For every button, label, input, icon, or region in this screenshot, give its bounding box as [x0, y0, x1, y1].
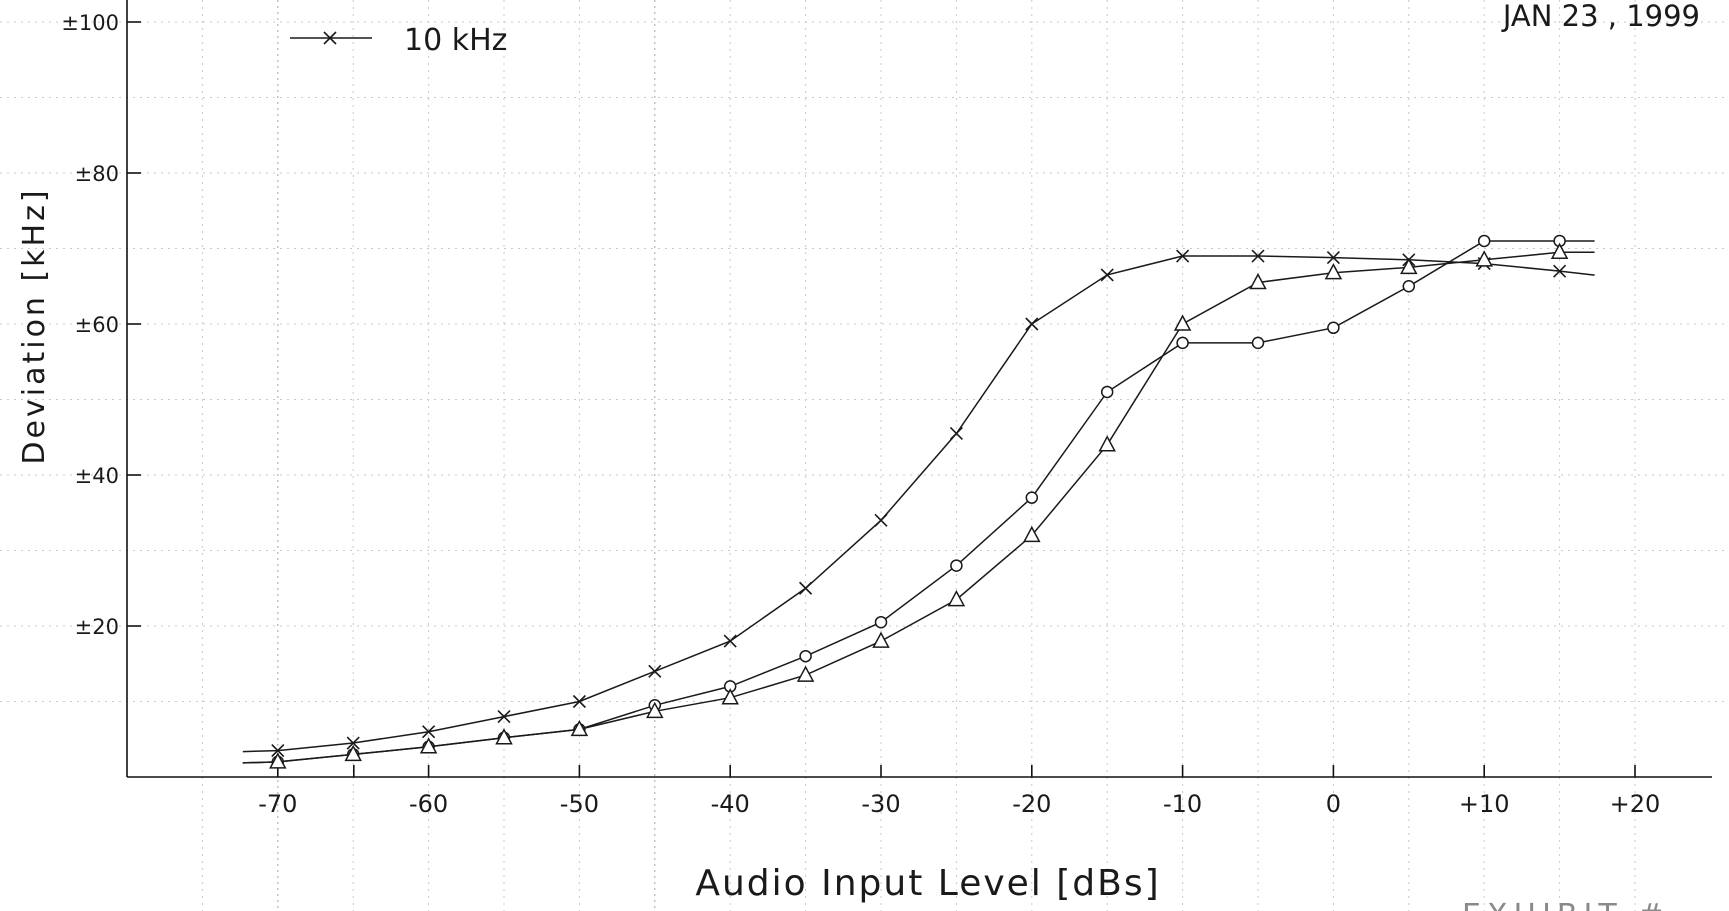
data-point-triangle-marker [1324, 263, 1343, 280]
data-point-triangle-marker [1400, 257, 1418, 275]
marker-stroke [572, 694, 586, 709]
data-point-circle-marker [1402, 280, 1416, 293]
data-point-triangle-marker [269, 752, 287, 769]
y-tick-label: ±100 [61, 11, 119, 35]
x-tick-label: -40 [711, 790, 750, 818]
data-point-triangle-marker [947, 589, 966, 607]
data-point-x-marker [1100, 268, 1114, 282]
data-point-x-marker [648, 664, 662, 678]
marker-stroke [497, 710, 511, 724]
x-tick-label: -60 [409, 790, 448, 818]
marker-stroke [271, 744, 285, 758]
data-point-circle-marker [1477, 234, 1491, 248]
data-point-triangle-marker [570, 719, 589, 737]
data-point-circle-marker [1025, 491, 1039, 504]
data-point-triangle-marker [1475, 250, 1493, 267]
x-tick-label: 0 [1326, 790, 1341, 818]
data-point-x-marker [422, 725, 436, 739]
marker-stroke [1025, 317, 1039, 331]
data-point-triangle-marker [344, 744, 362, 762]
data-point-triangle-marker [419, 737, 438, 754]
y-tick-label: ±80 [75, 162, 119, 186]
marker-stroke [799, 581, 813, 595]
y-tick-label: ±60 [75, 313, 119, 337]
data-point-triangle-marker [1098, 435, 1116, 452]
data-point-circle-marker [1176, 336, 1189, 350]
series-line [242, 240, 1595, 764]
data-point-circle-marker [950, 559, 963, 572]
marker-stroke [648, 664, 662, 678]
y-tick-label: ±20 [75, 615, 119, 639]
data-point-triangle-marker [796, 665, 815, 682]
legend: 10 kHz [290, 23, 507, 58]
date-text: JAN 23 , 1999 [1501, 0, 1700, 33]
data-point-x-marker [723, 634, 737, 648]
data-point-circle-marker [874, 615, 888, 629]
data-point-circle-marker [1251, 336, 1265, 350]
data-point-x-marker [799, 581, 813, 595]
data-point-triangle-marker [872, 631, 890, 648]
exhibit-stamp: EXHIBIT # [1462, 898, 1669, 911]
ticks: -70 -60 -50 -40 -30 -20 -10 0 +10 +20 ±20 ±40 ±60 ±80… [61, 11, 1660, 818]
marker-stroke [346, 736, 360, 750]
x-tick-label: -30 [861, 790, 900, 818]
data-point-x-marker [271, 744, 285, 758]
x-tick-label: -50 [560, 790, 599, 818]
data-point-x-marker [1176, 249, 1190, 263]
data-point-circle-marker [1327, 321, 1340, 335]
data-point-triangle-marker [1023, 525, 1041, 543]
marker-stroke [723, 634, 737, 648]
data-point-x-marker [497, 710, 511, 724]
legend-x-marker [323, 31, 337, 45]
legend-label: 10 kHz [404, 23, 507, 58]
data-point-triangle-marker [1249, 272, 1267, 290]
data-point-circle-marker [1100, 385, 1114, 399]
marker-stroke [1100, 268, 1114, 282]
y-tick-label: ±40 [75, 464, 119, 488]
series-line [242, 255, 1595, 753]
marker-stroke [949, 426, 963, 441]
data-point-triangle-marker [646, 701, 664, 719]
data-point-x-marker [1025, 317, 1039, 331]
marker-stroke [874, 513, 888, 527]
marker-stroke [1251, 249, 1265, 263]
x-tick-label: +10 [1459, 790, 1510, 818]
y-axis-title: Deviation [kHz] [17, 187, 52, 464]
data-point-triangle-marker [721, 688, 739, 705]
data-point-x-marker [346, 736, 360, 750]
x-tick-label: -20 [1012, 790, 1051, 818]
marker-stroke [1176, 249, 1190, 263]
series-triangle [242, 242, 1595, 769]
data-point-triangle-marker [1550, 242, 1569, 260]
data-point-x-marker [1326, 250, 1340, 265]
series [242, 234, 1595, 769]
marker-stroke [1553, 264, 1567, 278]
x-tick-label: -10 [1163, 790, 1202, 818]
data-point-x-marker [874, 513, 888, 527]
data-point-x-marker [1553, 264, 1567, 278]
data-point-x-marker [1251, 249, 1265, 263]
series-circle [242, 234, 1595, 769]
x-axis-title: Audio Input Level [dBs] [695, 863, 1160, 904]
series-line [242, 251, 1595, 764]
data-point-triangle-marker [1173, 314, 1192, 331]
data-point-x-marker [949, 426, 963, 441]
data-point-triangle-marker [495, 728, 513, 745]
marker-stroke [422, 725, 436, 739]
x-tick-label: -70 [258, 790, 297, 818]
series-x [242, 249, 1595, 758]
axes [126, 0, 1712, 778]
marker-stroke [1326, 250, 1340, 265]
x-tick-label: +20 [1610, 790, 1661, 818]
data-point-circle-marker [799, 649, 812, 663]
data-point-x-marker [572, 694, 586, 709]
